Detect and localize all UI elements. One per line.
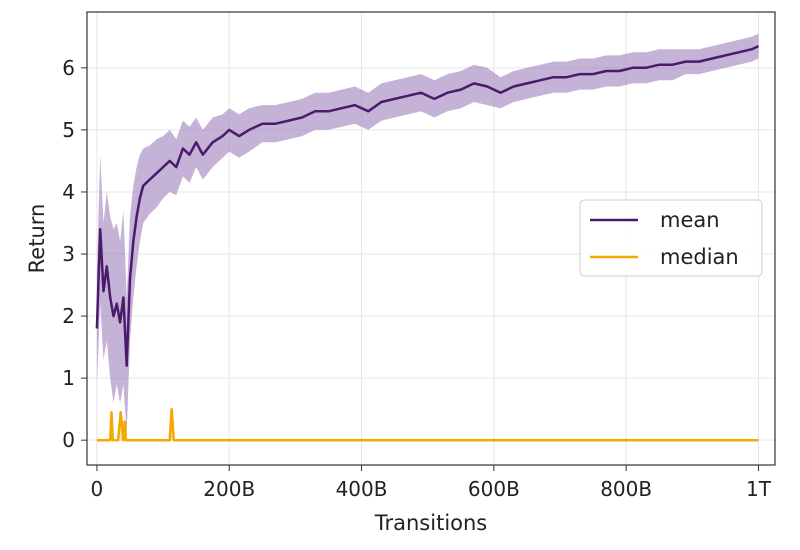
y-tick-label: 2 [62, 304, 75, 328]
band-mean [96, 33, 759, 434]
x-tick-label: 600B [468, 477, 520, 501]
plot-frame [86, 11, 776, 466]
y-tick-label: 1 [62, 366, 75, 390]
y-tick-label: 3 [62, 242, 75, 266]
series-line-mean [95, 44, 760, 367]
legend: mean median [579, 199, 763, 277]
y-axis: 0 1 2 3 4 5 6 [62, 56, 87, 452]
y-axis-title: Return [25, 204, 49, 274]
y-tick-label: 0 [62, 428, 75, 452]
x-axis: 0 200B 400B 600B 800B 1T [91, 465, 772, 501]
x-tick-label: 0 [91, 477, 104, 501]
x-tick-label: 800B [600, 477, 652, 501]
legend-label-median: median [660, 245, 739, 269]
x-tick-label: 200B [203, 477, 255, 501]
y-tick-label: 5 [62, 118, 75, 142]
y-tick-label: 4 [62, 180, 75, 204]
x-tick-label: 1T [746, 477, 772, 501]
series-line-median [96, 407, 759, 442]
legend-label-mean: mean [660, 208, 720, 232]
band-median [96, 409, 759, 441]
x-tick-label: 400B [336, 477, 388, 501]
x-axis-title: Transitions [374, 511, 488, 535]
plot-area [95, 33, 760, 442]
y-tick-label: 6 [62, 56, 75, 80]
